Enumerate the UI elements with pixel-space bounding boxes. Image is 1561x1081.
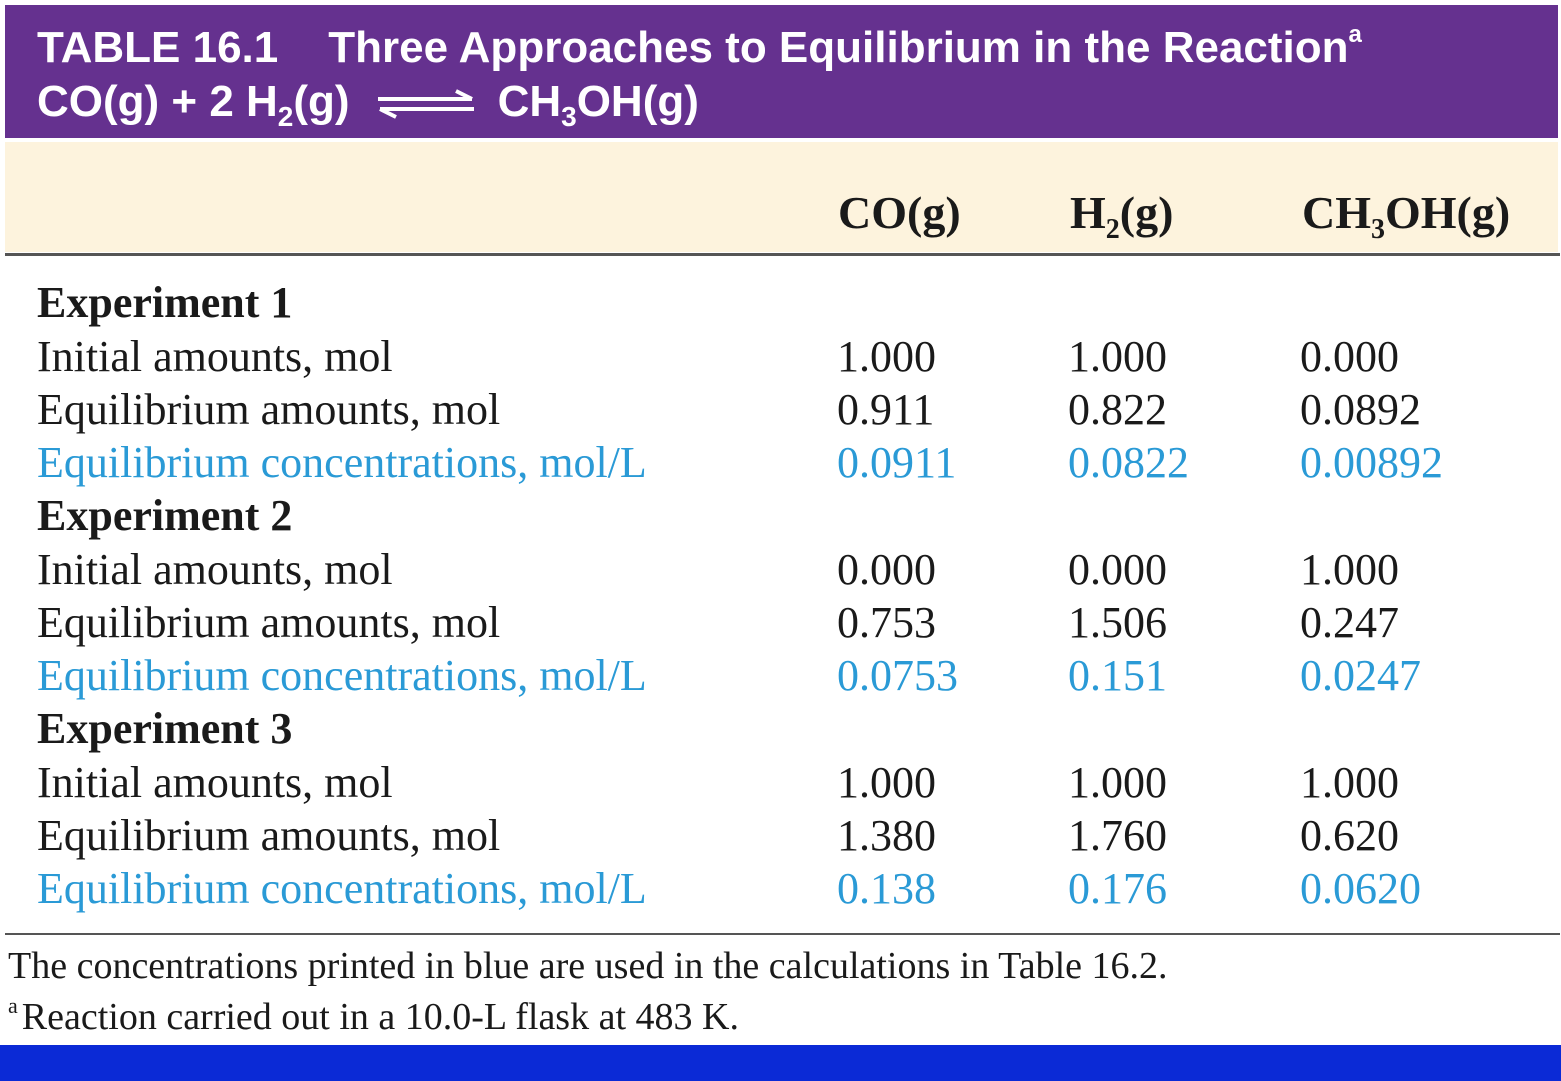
table-row: Initial amounts, mol 1.000 1.000 1.000 <box>37 758 1399 807</box>
table-row: Equilibrium amounts, mol 1.380 1.760 0.6… <box>37 811 1399 860</box>
equilibrium-arrow-icon <box>377 89 474 120</box>
table-row: Initial amounts, mol 1.000 1.000 0.000 <box>37 332 1399 381</box>
footnote-mark: a <box>1348 21 1362 48</box>
column-header-co: CO(g) <box>838 187 961 238</box>
table-title: TABLE 16.1 Three Approaches to Equilibriu… <box>37 21 1362 73</box>
table-row-concentration: Equilibrium concentrations, mol/L 0.0753… <box>37 651 1421 700</box>
footnote-a: a Reaction carried out in a 10.0-L flask … <box>8 993 739 1038</box>
footer-divider <box>5 933 1560 935</box>
column-header-ch3oh: CH3OH(g) <box>1302 187 1511 246</box>
header-divider <box>5 253 1560 256</box>
table-number: TABLE 16.1 <box>37 23 279 72</box>
table-title-text: Three Approaches to Equilibrium in the R… <box>328 23 1349 72</box>
products: CH3OH(g) <box>497 77 699 132</box>
experiment-heading: Experiment 2 <box>37 491 293 540</box>
table-row-concentration: Equilibrium concentrations, mol/L 0.138 … <box>37 864 1421 913</box>
column-header-h2: H2(g) <box>1070 187 1174 246</box>
experiment-heading: Experiment 3 <box>37 704 293 753</box>
table-title-banner: TABLE 16.1 Three Approaches to Equilibriu… <box>5 5 1558 138</box>
footnote-note: The concentrations printed in blue are u… <box>8 945 1168 987</box>
table-row: Initial amounts, mol 0.000 0.000 1.000 <box>37 545 1399 594</box>
reactants: CO(g) + 2 H2(g) <box>37 77 350 132</box>
bottom-bar <box>0 1045 1561 1081</box>
reaction-equation: CO(g) + 2 H2(g) CH3OH(g) <box>37 77 699 133</box>
column-header-row: CO(g) H2(g) CH3OH(g) <box>5 142 1558 252</box>
experiment-heading: Experiment 1 <box>37 278 293 327</box>
table-row: Equilibrium amounts, mol 0.911 0.822 0.0… <box>37 385 1421 434</box>
table-row: Equilibrium amounts, mol 0.753 1.506 0.2… <box>37 598 1399 647</box>
table-row-concentration: Equilibrium concentrations, mol/L 0.0911… <box>37 438 1443 487</box>
